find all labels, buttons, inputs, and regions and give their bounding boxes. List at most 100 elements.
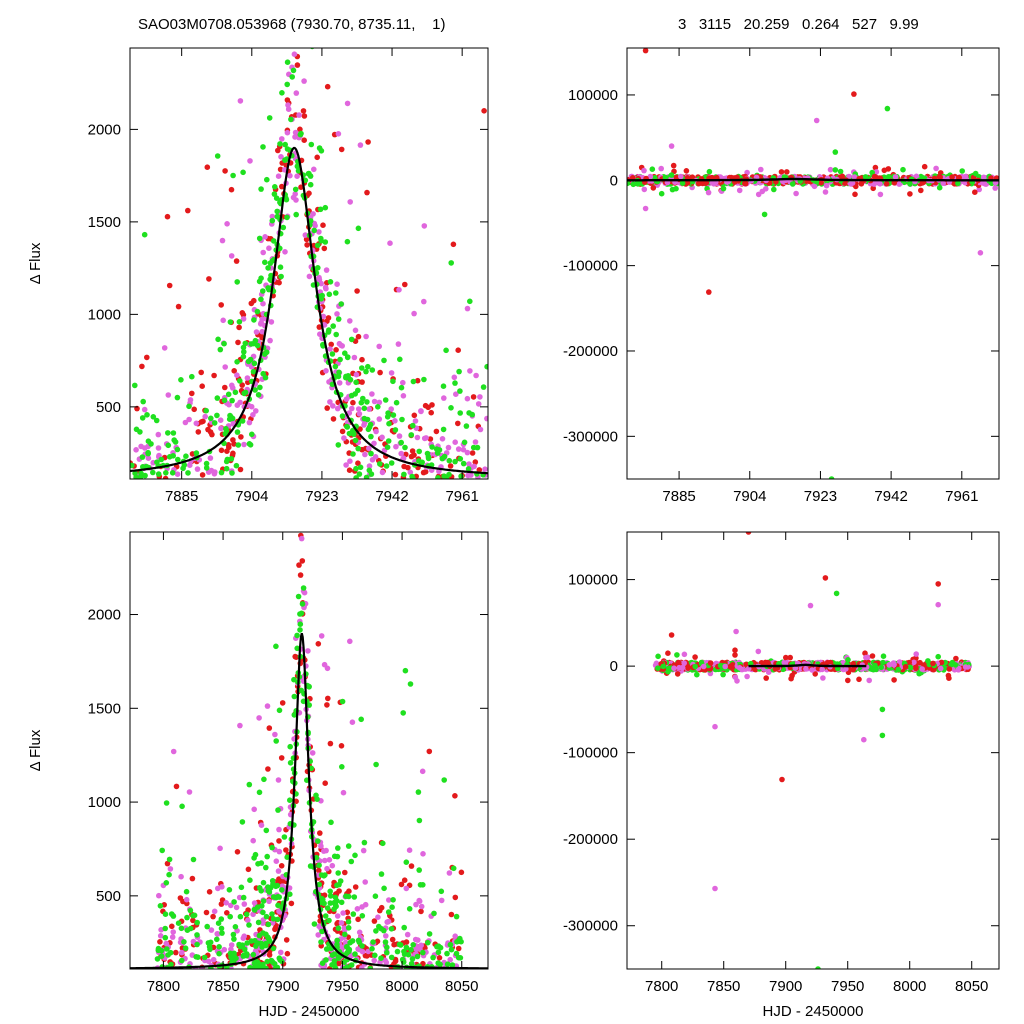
outlier-point (861, 736, 867, 743)
data-point-green (385, 438, 392, 444)
data-point-magenta (268, 319, 275, 325)
data-point-green (382, 397, 389, 403)
data-point-green (162, 934, 169, 941)
data-point-green (345, 919, 352, 925)
data-point-magenta (302, 232, 309, 238)
data-point-green (352, 951, 358, 957)
data-point-green (250, 368, 257, 375)
data-point-green (397, 356, 403, 363)
data-point-green (364, 416, 371, 423)
data-point-red (355, 460, 361, 467)
data-point-magenta (369, 457, 376, 463)
data-point-green (356, 471, 363, 477)
data-point-magenta (392, 418, 398, 424)
model-curve (748, 663, 867, 668)
y-tick-label: -200000 (563, 343, 618, 360)
data-point-green (390, 412, 397, 418)
data-point-red (324, 702, 330, 708)
data-point-green (433, 446, 440, 452)
data-point-green (368, 433, 374, 440)
data-point-green (248, 938, 255, 944)
data-point-magenta (246, 419, 253, 426)
data-point-magenta (211, 908, 218, 915)
data-point-red (763, 675, 769, 681)
data-point-red (346, 888, 352, 894)
data-point-magenta (356, 411, 363, 417)
data-point-magenta (320, 313, 327, 320)
data-point-green (228, 456, 235, 462)
data-point-green (236, 941, 242, 948)
data-point-red (322, 780, 329, 786)
outlier-point (879, 706, 886, 713)
data-point-red (173, 783, 180, 790)
data-point-magenta (477, 426, 484, 433)
data-point-magenta (421, 435, 428, 442)
data-point-green (355, 937, 362, 944)
data-point-magenta (362, 451, 368, 458)
data-point-green (373, 761, 379, 768)
data-point-green (327, 893, 334, 899)
data-point-magenta (455, 446, 462, 452)
data-point-green (345, 843, 352, 849)
data-point-green (342, 931, 348, 938)
data-point-green (332, 363, 339, 370)
data-point-magenta (413, 901, 419, 908)
data-point-green (183, 888, 190, 895)
data-point-red (162, 475, 169, 479)
data-point-magenta (222, 364, 228, 370)
data-point-green (201, 954, 208, 961)
y-tick-label: -300000 (563, 428, 618, 445)
panel-bottom-right: 7800 7850 7900 7950 8000 8050 -300000 -200000 -1… (563, 531, 1000, 1020)
data-point-magenta (167, 866, 174, 872)
data-point-green (440, 383, 447, 390)
data-point-red (276, 876, 282, 882)
data-point-green (448, 946, 455, 953)
data-point-magenta (819, 666, 825, 673)
data-point-green (277, 957, 283, 963)
data-point-magenta (335, 131, 342, 137)
data-point-magenta (962, 664, 969, 670)
data-point-red (418, 908, 424, 915)
data-point-green (277, 199, 283, 206)
data-point-red (166, 282, 173, 289)
data-point-green (415, 789, 422, 795)
data-point-magenta (366, 406, 373, 412)
data-point-red (919, 180, 926, 186)
data-point-green (438, 888, 445, 895)
data-point-magenta (294, 173, 300, 179)
data-point-green (333, 290, 339, 296)
data-point-red (389, 936, 396, 943)
data-point-green (240, 353, 247, 360)
data-point-red (784, 169, 790, 175)
data-points (627, 48, 999, 479)
data-point-green (240, 169, 246, 176)
data-point-magenta (340, 789, 347, 796)
data-point-green (326, 291, 333, 298)
data-point-green (449, 962, 456, 968)
data-point-magenta (323, 368, 329, 374)
data-point-green (162, 911, 169, 917)
data-point-green (163, 880, 170, 886)
data-point-magenta (911, 659, 917, 666)
data-point-green (416, 448, 423, 455)
data-point-green (452, 380, 458, 386)
data-point-magenta (451, 374, 458, 381)
data-point-red (173, 949, 179, 956)
data-point-green (361, 405, 368, 412)
data-point-magenta (400, 379, 406, 386)
data-point-green (257, 384, 263, 391)
data-point-red (210, 913, 216, 920)
data-point-green (274, 916, 281, 923)
data-point-green (399, 956, 406, 963)
data-point-green (214, 153, 221, 159)
data-point-green (390, 897, 396, 903)
data-point-magenta (376, 343, 383, 350)
data-point-red (856, 676, 862, 683)
data-point-magenta (722, 663, 728, 670)
data-point-red (392, 958, 399, 964)
data-point-magenta (290, 194, 297, 201)
data-point-green (277, 21, 283, 27)
data-point-green (174, 394, 181, 401)
data-point-green (410, 942, 417, 948)
data-point-green (241, 946, 248, 953)
